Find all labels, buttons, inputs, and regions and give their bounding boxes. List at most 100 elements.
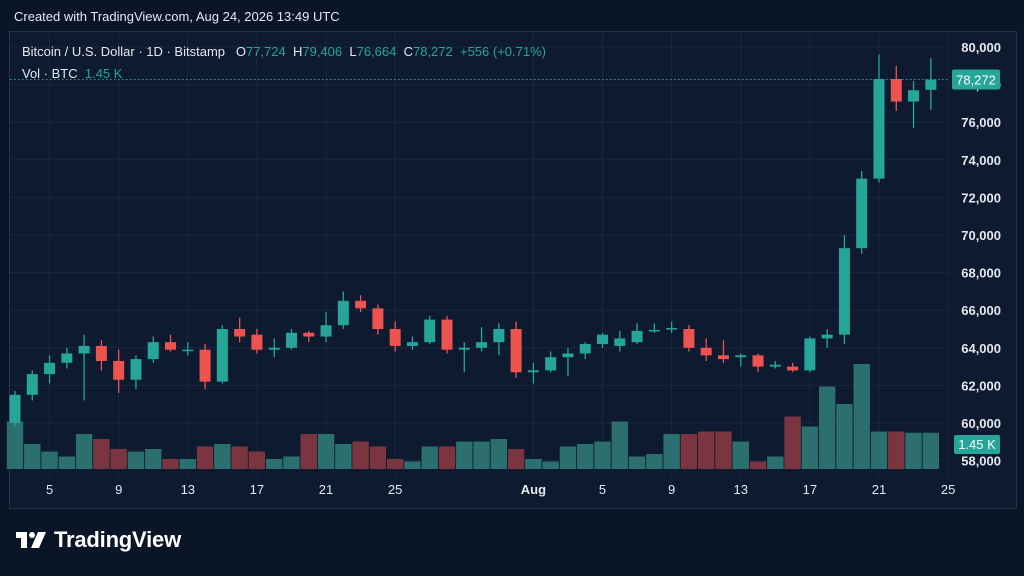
candle-body [303, 332, 315, 337]
candle [769, 360, 781, 369]
candle [735, 353, 747, 367]
candle [579, 342, 591, 360]
candle [268, 338, 280, 358]
candle [527, 362, 539, 384]
volume-bar [767, 456, 784, 469]
volume-bar [905, 432, 922, 469]
symbol-title: Bitcoin / U.S. Dollar · 1D · Bitstamp [22, 44, 225, 59]
candle [95, 340, 107, 371]
candle-body [441, 319, 453, 350]
candle [752, 353, 764, 373]
volume-bar [300, 434, 317, 469]
brand: TradingView [16, 527, 181, 553]
candle-body [648, 329, 660, 332]
volume-bar [490, 439, 508, 469]
y-tick-label: 72,000 [961, 190, 1001, 205]
candle-body [700, 347, 712, 356]
x-tick-label: 21 [872, 482, 886, 497]
candle-body [908, 90, 920, 102]
volume-bar [248, 451, 266, 469]
candle-body [890, 78, 902, 102]
volume-badge [954, 435, 1000, 454]
y-tick-label: 64,000 [961, 341, 1001, 356]
candle-body [925, 79, 937, 90]
candle [320, 312, 332, 343]
candle-body [26, 374, 38, 395]
y-tick-label: 58,000 [961, 454, 1001, 469]
candle-body [182, 349, 194, 352]
volume-bar [784, 416, 801, 469]
change-value: +556 (+0.71%) [459, 44, 546, 59]
candle [303, 330, 315, 343]
volume-bar [41, 451, 58, 469]
volume-bar [93, 439, 110, 469]
volume-bar [283, 456, 300, 469]
x-tick-label: 9 [115, 482, 122, 497]
volume-bar [266, 459, 283, 469]
candle [873, 54, 885, 183]
x-tick-label: 21 [319, 482, 333, 497]
candle [700, 338, 712, 361]
open-label: O [235, 44, 246, 59]
candle [510, 321, 522, 378]
candle-body [113, 360, 125, 380]
volume-bar [507, 449, 525, 469]
candle-body [683, 329, 695, 348]
last-price-label: 78,272 [956, 73, 996, 88]
volume-bar [542, 461, 559, 469]
volume-bar [196, 446, 214, 469]
candle [856, 171, 868, 254]
volume-bar [559, 446, 577, 469]
candle-body [873, 78, 885, 179]
y-tick-label: 76,000 [961, 115, 1001, 130]
volume-bar [801, 426, 819, 469]
volume-bar [110, 449, 127, 469]
low-label: L [349, 44, 357, 59]
candle [890, 65, 902, 111]
candle [804, 336, 816, 373]
volume-bar [438, 446, 456, 469]
candle-body [337, 300, 349, 326]
symbol-legend: Bitcoin / U.S. Dollar · 1D · Bitstamp O 7… [22, 44, 546, 59]
candle [234, 317, 246, 343]
volume-bar [421, 446, 438, 469]
volume-bar [179, 459, 196, 469]
low-value: 76,664 [356, 44, 397, 59]
volume-bar [6, 421, 24, 469]
candle-body [597, 334, 609, 345]
candle [61, 347, 73, 369]
volume-bar [404, 461, 421, 469]
candle-body [458, 347, 470, 350]
volume-bar [473, 441, 490, 469]
candle-body [804, 338, 816, 371]
candle [389, 321, 401, 352]
candle-body [821, 334, 833, 339]
volume-bar [663, 434, 680, 469]
candle-body [545, 357, 557, 371]
candle-body [769, 364, 781, 367]
candle [44, 355, 56, 384]
candle [251, 329, 263, 354]
candle-body [527, 370, 539, 373]
candle-body [95, 345, 107, 361]
candle-body [838, 248, 850, 335]
candle-body [735, 355, 747, 358]
volume-bar [749, 461, 767, 469]
x-tick-label: 5 [46, 482, 53, 497]
volume-bar [698, 431, 715, 469]
candle [130, 355, 142, 390]
candle [424, 315, 436, 345]
candle [683, 325, 695, 352]
candle-body [787, 366, 799, 371]
candle [26, 370, 38, 401]
candle [648, 323, 660, 333]
volume-bar [680, 434, 698, 469]
x-tick-label: 25 [941, 482, 955, 497]
volume-label: Vol · BTC [22, 66, 78, 81]
candle [372, 304, 384, 335]
candle-body [666, 328, 678, 330]
volume-bar [577, 444, 594, 469]
tradingview-logo-icon [16, 532, 46, 548]
y-tick-label: 68,000 [961, 266, 1001, 281]
